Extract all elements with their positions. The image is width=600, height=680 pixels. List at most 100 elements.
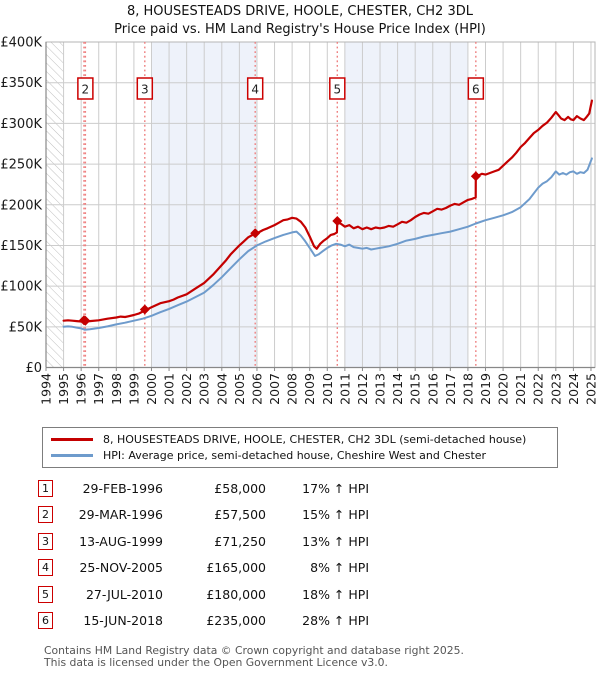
y-axis-label: £0 [25,361,42,376]
x-axis-year-label: 2016 [425,373,440,405]
x-axis-year-label: 2025 [583,373,598,405]
sale-point-marker [332,216,343,227]
sale-row: 3 13-AUG-1999 £71,250 13% ↑ HPI [38,528,438,555]
footer-line-2: This data is licensed under the Open Gov… [44,655,388,669]
x-axis-year-label: 2009 [302,373,317,405]
sales-table: 1 29-FEB-1996 £58,000 17% ↑ HPI 2 29-MAR-1996… [38,475,438,634]
sale-date: 27-JUL-2010 [85,586,163,602]
sale-price: £165,000 [206,560,266,576]
sale-vs-hpi: 15% ↑ HPI [302,507,369,523]
sale-vs-hpi: 13% ↑ HPI [302,533,369,549]
sale-number-text: 4 [251,83,259,97]
sale-number-text: 5 [333,83,341,97]
y-axis-label: £200K [0,198,42,213]
sale-number-badge: 6 [38,612,53,630]
x-axis-year-label: 2001 [162,373,177,405]
sale-number-badge: 3 [38,532,53,550]
sale-row: 5 27-JUL-2010 £180,000 18% ↑ HPI [38,581,438,608]
sale-price: £58,000 [214,480,266,496]
sale-date: 15-JUN-2018 [83,613,163,629]
property-line-swatch [51,437,93,441]
x-axis-year-label: 2008 [285,373,300,405]
sale-number-badge: 1 [38,479,53,497]
sale-date: 29-FEB-1996 [82,480,163,496]
sale-number-box [329,77,346,100]
sale-price: £71,250 [214,533,266,549]
x-axis-year-label: 2007 [267,373,282,405]
y-axis-label: £300K [0,117,42,132]
x-axis-year-label: 2020 [496,373,511,405]
sale-date: 25-NOV-2005 [79,560,163,576]
sale-row: 6 15-JUN-2018 £235,000 28% ↑ HPI [38,608,438,635]
sale-number-box [136,77,154,100]
x-axis-year-label: 2021 [513,373,528,405]
x-axis-year-label: 2017 [443,373,458,405]
hpi-line-swatch [51,453,93,457]
x-axis-year-label: 2010 [320,373,335,405]
sale-vs-hpi: 28% ↑ HPI [302,613,369,629]
y-axis-label: £50K [9,320,43,335]
x-axis-year-label: 2012 [355,373,370,405]
footer-line-1: Contains HM Land Registry data © Crown c… [44,644,464,657]
sale-vs-hpi: 18% ↑ HPI [302,586,369,602]
sale-number-badge: 5 [38,585,53,603]
x-axis-year-label: 2006 [249,373,264,405]
y-axis-label: £400K [0,36,42,51]
sale-number-box [467,77,485,100]
page-title: 8, HOUSESTEADS DRIVE, HOOLE, CHESTER, CH… [127,4,473,19]
legend-label-hpi: HPI: Average price, semi-detached house,… [103,448,487,462]
sale-point-marker [470,171,481,182]
sale-price: £57,500 [214,507,266,523]
sale-number-text: 2 [82,83,90,97]
x-axis-year-label: 2024 [566,373,581,405]
sale-number-badge: 4 [38,559,53,577]
y-axis-label: £250K [0,158,42,173]
sale-vs-hpi: 17% ↑ HPI [302,480,369,496]
x-axis-year-label: 2002 [179,373,194,405]
x-axis-year-label: 2003 [197,373,212,405]
x-axis-year-label: 2023 [548,373,563,405]
x-axis-year-label: 1996 [74,373,89,405]
x-axis-year-label: 2015 [408,373,423,405]
sale-point-marker [250,228,261,239]
x-axis-year-label: 2014 [390,373,405,405]
sale-point-marker [80,315,91,326]
sale-row: 2 29-MAR-1996 £57,500 15% ↑ HPI [38,502,438,529]
chart-legend: 8, HOUSESTEADS DRIVE, HOOLE, CHESTER, CH… [42,427,558,468]
sale-number-badge: 2 [38,506,53,524]
x-axis-year-label: 1995 [56,373,71,405]
sale-number-box [246,77,264,100]
legend-row-property: 8, HOUSESTEADS DRIVE, HOOLE, CHESTER, CH… [43,431,557,447]
sale-price: £235,000 [206,613,266,629]
x-axis-year-label: 2011 [337,373,352,405]
page-subtitle: Price paid vs. HM Land Registry's House … [114,22,486,37]
sale-date: 29-MAR-1996 [78,507,163,523]
x-axis-year-label: 2019 [478,373,493,405]
x-axis-year-label: 2004 [214,373,229,405]
y-axis-label: £150K [0,239,42,254]
price-history-chart: 2 3 4 5 6 £0 £50K £100K £150K £200K £250K £300K £350… [0,36,598,405]
x-axis-year-label: 2000 [144,373,159,405]
sale-point-marker [139,304,150,315]
x-axis-year-label: 1998 [109,373,124,405]
x-axis-year-label: 1999 [126,373,141,405]
sale-row: 4 25-NOV-2005 £165,000 8% ↑ HPI [38,555,438,582]
x-axis-year-label: 1994 [39,373,54,405]
x-axis-year-label: 2013 [373,373,388,405]
legend-row-hpi: HPI: Average price, semi-detached house,… [43,447,557,463]
legend-label-property: 8, HOUSESTEADS DRIVE, HOOLE, CHESTER, CH… [103,432,527,446]
y-axis-label: £350K [0,76,42,91]
x-axis-year-label: 2005 [232,373,247,405]
property-price-line-series [62,99,594,323]
license-footer: Contains HM Land Registry data © Crown c… [44,645,464,668]
sale-date: 13-AUG-1999 [79,533,163,549]
sale-number-text: 6 [472,83,480,97]
y-axis-label: £100K [0,280,42,295]
hpi-line-series [62,157,593,331]
sale-row: 1 29-FEB-1996 £58,000 17% ↑ HPI [38,475,438,502]
sale-price: £180,000 [206,586,266,602]
sale-number-box [77,77,94,100]
x-axis-year-label: 2022 [531,373,546,405]
x-axis-year-label: 2018 [460,373,475,405]
